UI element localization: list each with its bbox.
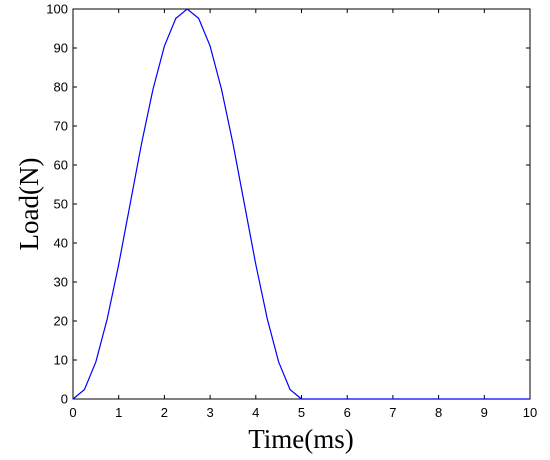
y-tick-label: 100 [46,2,68,17]
y-tick-label: 60 [54,158,68,173]
y-tick-label: 20 [54,314,68,329]
y-tick-label: 90 [54,41,68,56]
y-tick-label: 50 [54,197,68,212]
series-line [72,8,530,400]
x-tick-label: 3 [206,405,213,420]
x-axis-title: Time(ms) [248,424,354,454]
x-tick-label: 6 [344,405,351,420]
y-axis-title: Load(N) [14,158,44,251]
plot-area [72,8,531,400]
y-tick-label: 10 [54,353,68,368]
y-tick-label: 80 [54,80,68,95]
x-tick-label: 9 [481,405,488,420]
x-tick-labels: 0 1 2 3 4 5 6 7 8 9 10 [69,405,537,420]
x-tick-label: 5 [298,405,305,420]
x-tick-label: 8 [435,405,442,420]
x-tick-label: 7 [389,405,396,420]
x-tick-label: 1 [115,405,122,420]
y-tick-label: 0 [61,392,68,407]
tick-marks [72,8,531,400]
y-tick-label: 70 [54,119,68,134]
x-tick-label: 2 [161,405,168,420]
x-tick-label: 4 [252,405,259,420]
y-tick-label: 30 [54,275,68,290]
x-tick-label: 0 [69,405,76,420]
x-tick-label: 10 [523,405,537,420]
y-tick-label: 40 [54,236,68,251]
y-tick-labels: 0 10 20 30 40 50 60 70 80 90 100 [46,2,68,407]
